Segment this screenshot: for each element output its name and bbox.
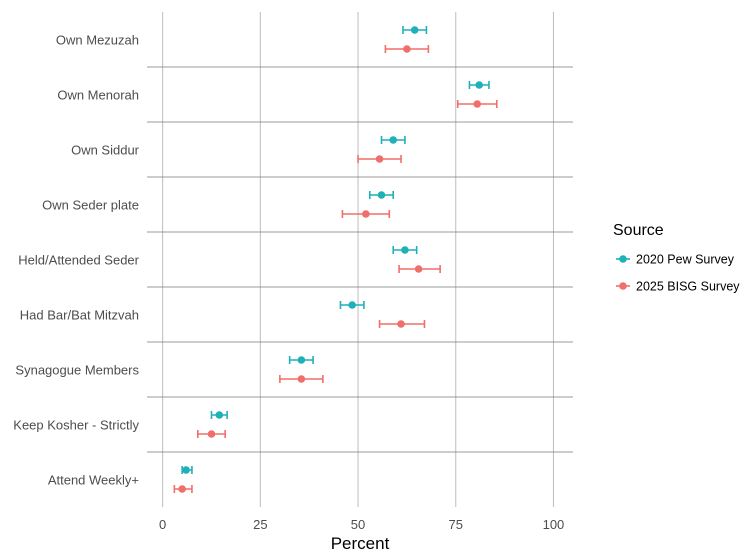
legend-item-label: 2025 BISG Survey xyxy=(636,280,740,294)
x-tick-label: 0 xyxy=(159,517,166,532)
data-point xyxy=(475,81,484,89)
y-axis-label: Keep Kosher - Strictly xyxy=(13,418,139,433)
data-point xyxy=(403,45,411,53)
y-axis-label: Synagogue Members xyxy=(15,363,139,378)
legend-items: 2020 Pew Survey 2025 BISG Survey xyxy=(616,253,740,294)
data-point xyxy=(207,430,216,438)
error-bars xyxy=(173,26,498,493)
legend-item: 2025 BISG Survey xyxy=(616,280,740,294)
y-axis-label: Attend Weekly+ xyxy=(48,473,139,488)
y-axis-label: Held/Attended Seder xyxy=(18,253,139,268)
x-axis-tick-labels: 0 25 50 75 100 xyxy=(159,517,564,532)
data-point xyxy=(178,485,186,493)
data-point xyxy=(389,136,398,144)
legend-title: Source xyxy=(613,222,664,239)
data-point xyxy=(348,301,356,309)
data-point xyxy=(377,191,386,199)
data-points xyxy=(178,26,484,493)
x-axis-title: Percent xyxy=(331,534,390,553)
data-point xyxy=(297,375,306,383)
legend-item-label: 2020 Pew Survey xyxy=(636,253,735,267)
data-point xyxy=(215,411,224,419)
y-axis-label: Own Seder plate xyxy=(42,198,139,213)
data-point xyxy=(473,100,482,108)
legend: Source 2020 Pew Survey 2025 BISG Survey xyxy=(613,222,740,294)
legend-item: 2020 Pew Survey xyxy=(616,253,735,267)
x-tick-label: 100 xyxy=(543,517,565,532)
data-point xyxy=(397,320,405,328)
legend-key-point xyxy=(619,282,627,290)
data-point xyxy=(297,356,306,364)
data-point xyxy=(182,466,190,474)
data-point xyxy=(414,265,423,273)
y-axis-label: Had Bar/Bat Mitzvah xyxy=(20,308,139,323)
data-point xyxy=(401,246,409,254)
x-tick-label: 75 xyxy=(449,517,463,532)
grid-layer xyxy=(162,12,554,507)
y-axis-label: Own Siddur xyxy=(71,143,140,158)
x-tick-label: 50 xyxy=(351,517,365,532)
y-axis-label: Own Mezuzah xyxy=(56,33,139,48)
data-point xyxy=(375,155,384,163)
x-tick-label: 25 xyxy=(253,517,267,532)
legend-key-point xyxy=(619,255,627,263)
y-axis-label: Own Menorah xyxy=(57,88,139,103)
data-point xyxy=(362,210,370,218)
category-separators xyxy=(147,66,573,453)
data-point xyxy=(410,26,419,34)
y-axis-labels: Own Mezuzah Own Menorah Own Siddur Own Sede… xyxy=(13,33,139,488)
